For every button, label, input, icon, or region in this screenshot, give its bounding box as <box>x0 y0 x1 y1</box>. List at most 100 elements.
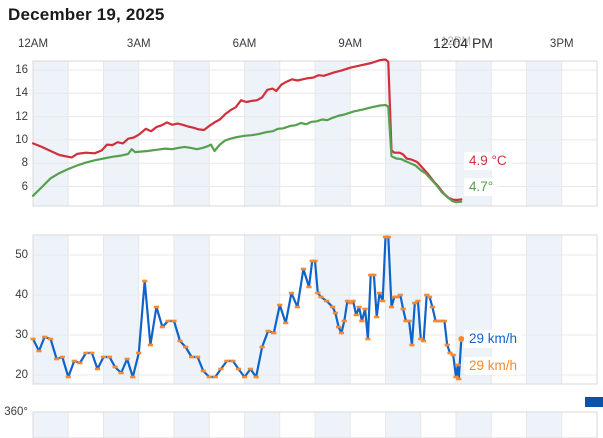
wind-speed-point-marker <box>65 375 71 379</box>
wind-speed-point-marker <box>30 337 36 341</box>
chart-band <box>526 61 562 206</box>
temperature-ytick-label: 6 <box>21 180 28 193</box>
chart-band <box>315 61 351 206</box>
wind-speed-point-marker <box>394 295 400 299</box>
wind-speed-point-marker <box>212 375 218 379</box>
wind-speed-point-marker <box>332 311 339 315</box>
wind-speed-point-marker <box>341 319 347 323</box>
wind-speed-ytick-label: 30 <box>15 329 28 341</box>
temperature-plot-border <box>32 60 598 207</box>
wind-speed-point-marker <box>380 299 386 303</box>
wind-direction-plot-border <box>32 411 598 438</box>
temperature-line <box>31 58 463 201</box>
wind-speed-point-marker <box>118 371 124 375</box>
wind-speed-point-marker <box>124 357 130 361</box>
wind-speed-point-marker <box>382 235 389 239</box>
wind-speed-point-marker <box>412 301 418 305</box>
wind-speed-point-marker <box>362 307 368 311</box>
wind-speed-point-marker <box>391 295 397 299</box>
wind-speed-point-marker <box>403 319 409 323</box>
wind-speed-point-marker <box>350 299 356 303</box>
wind-speed-point-marker <box>136 351 142 355</box>
wind-speed-point-marker <box>283 321 289 325</box>
wind-speed-point-marker <box>344 299 351 303</box>
wind-speed-point-marker <box>54 357 60 361</box>
wind-speed-point-marker <box>435 319 441 323</box>
chart-band <box>456 412 492 438</box>
wind-speed-point-marker <box>89 351 95 355</box>
x-tick-label: 9AM <box>338 38 363 50</box>
wind-speed-point-marker <box>312 259 318 263</box>
wind-speed-point-marker <box>288 291 294 295</box>
temperature-ytick-label: 10 <box>15 133 28 146</box>
wind-speed-point-marker <box>385 235 391 239</box>
wind-speed-point-marker <box>200 369 206 373</box>
wind-speed-point-marker <box>309 259 315 263</box>
wind-speed-point-marker <box>195 355 201 359</box>
wind-speed-plot-border <box>32 234 598 385</box>
wind-speed-point-marker <box>397 293 403 297</box>
wind-speed-point-marker <box>247 367 254 371</box>
wind-speed-point-marker <box>359 319 365 323</box>
wind-speed-point-marker <box>206 375 212 379</box>
wind-speed-point-marker <box>371 273 377 277</box>
wind-speed-point-marker <box>338 331 345 335</box>
wind-speed-point-marker <box>432 319 439 323</box>
wind-speed-point-marker <box>218 367 224 371</box>
chart-band <box>244 235 280 384</box>
wind-speed-last-point-marker <box>458 336 465 342</box>
wind-speed-point-marker <box>368 273 374 277</box>
wind-speed-point-marker <box>347 301 353 305</box>
wind-speed-point-marker <box>177 339 183 343</box>
wind-speed-point-marker <box>453 375 459 379</box>
chart-band <box>103 412 139 438</box>
wind-speed-point-marker <box>444 343 450 347</box>
wind-speed-point-marker <box>94 367 101 371</box>
wind-speed-point-marker <box>230 359 236 363</box>
wind-speed-point-marker <box>447 351 453 355</box>
x-tick-label: 6AM <box>232 38 257 50</box>
wind-speed-point-marker <box>426 295 433 299</box>
wind-speed-ytick-label: 40 <box>15 289 28 301</box>
chart-band <box>315 412 351 438</box>
wind-speed-point-marker <box>83 351 89 355</box>
wind-gust-end-label: 29 km/h <box>464 357 523 375</box>
wind-speed-point-marker <box>438 319 444 323</box>
wind-speed-point-marker <box>36 349 42 353</box>
wind-speed-point-marker <box>100 355 107 359</box>
wind-speed-point-marker <box>315 291 321 295</box>
chart-band <box>33 61 69 206</box>
wind-speed-ytick-label: 50 <box>15 249 28 261</box>
wind-speed-point-marker <box>147 343 153 347</box>
wind-speed-point-marker <box>241 375 248 379</box>
wind-speed-point-marker <box>77 361 83 365</box>
wind-speed-point-marker <box>300 267 306 271</box>
wind-speed-point-marker <box>306 285 312 289</box>
chart-band <box>385 412 421 438</box>
chart-band <box>526 412 562 438</box>
wind-speed-point-marker <box>406 319 412 323</box>
wind-speed-point-marker <box>153 305 159 309</box>
wind-speed-point-marker <box>336 325 342 329</box>
wind-speed-point-marker <box>429 305 435 309</box>
wind-speed-point-marker <box>189 355 195 359</box>
wind-speed-point-marker <box>277 303 283 307</box>
wind-speed-point-marker <box>271 331 277 335</box>
wind-speed-point-marker <box>71 359 77 363</box>
wind-speed-point-marker <box>130 375 136 379</box>
wind-speed-point-marker <box>388 305 395 309</box>
wind-speed-point-marker <box>171 319 177 323</box>
chart-band <box>526 235 562 384</box>
wind-speed-point-marker <box>42 335 48 339</box>
wind-speed-point-marker <box>159 325 165 329</box>
wind-speed-point-marker <box>374 315 380 319</box>
wind-speed-point-marker <box>294 305 300 309</box>
wind-speed-point-marker <box>224 359 230 363</box>
wind-speed-point-marker <box>59 355 65 359</box>
secondary-temperature-end-label: 4.7° <box>464 178 499 196</box>
wind-speed-point-marker <box>259 345 265 349</box>
x-tick-label: 3AM <box>126 38 151 50</box>
wind-speed-point-marker <box>318 295 324 299</box>
